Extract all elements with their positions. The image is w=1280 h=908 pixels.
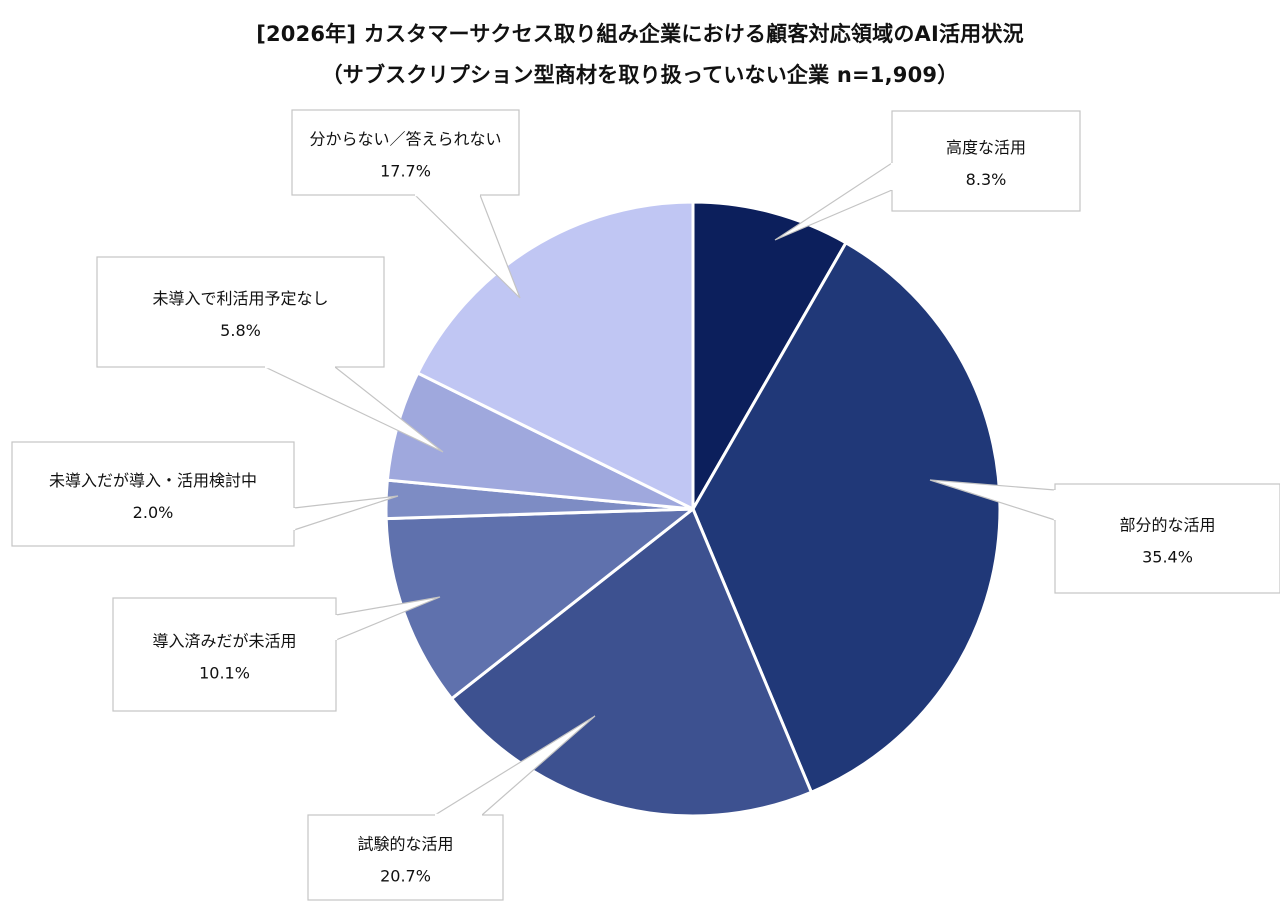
slice-label: 未導入で利活用予定なし — [152, 289, 328, 308]
pie-slices — [384, 200, 1002, 818]
pie-callout: 未導入で利活用予定なし 5.8% — [96, 256, 444, 453]
pie-callout: 分からない／答えられない 17.7% — [291, 109, 521, 299]
slice-label: 試験的な活用 — [357, 835, 453, 854]
slice-value-label: 20.7% — [380, 867, 431, 886]
slice-label: 高度な活用 — [946, 138, 1026, 157]
callout-box — [96, 256, 385, 368]
callout-box — [291, 109, 520, 196]
slice-label: 未導入だが導入・活用検討中 — [49, 471, 257, 490]
callout-box — [891, 110, 1081, 212]
callout-box — [112, 597, 337, 712]
slice-value-label: 35.4% — [1142, 548, 1193, 567]
pie-callout: 導入済みだが未活用 10.1% — [112, 596, 441, 712]
slice-value-label: 8.3% — [966, 170, 1007, 189]
callout-box — [307, 814, 504, 901]
slice-value-label: 17.7% — [380, 162, 431, 181]
pie-slice — [691, 241, 1002, 794]
slice-value-label: 5.8% — [220, 321, 261, 340]
pie-callout: 試験的な活用 20.7% — [307, 715, 596, 901]
pie-callout: 未導入だが導入・活用検討中 2.0% — [11, 441, 399, 547]
callout-pointer — [774, 161, 893, 241]
slice-label: 分からない／答えられない — [309, 130, 501, 149]
pie-callouts: 高度な活用 8.3% 部分的な活用 35.4% 試験的な活用 20.7% 導入済みだが未活用… — [11, 109, 1280, 901]
chart-subtitle: （サブスクリプション型商材を取り扱っていない企業 n=1,909） — [321, 63, 959, 87]
callout-pointer — [293, 495, 399, 531]
callout-box — [1054, 483, 1280, 594]
pie-callout: 高度な活用 8.3% — [774, 110, 1081, 241]
slice-value-label: 10.1% — [199, 664, 250, 683]
chart-title: [2026年] カスタマーサクセス取り組み企業における顧客対応領域のAI活用状況 — [256, 22, 1024, 46]
pie-callout: 部分的な活用 35.4% — [929, 479, 1280, 594]
slice-label: 部分的な活用 — [1119, 516, 1215, 535]
callout-pointer — [413, 194, 521, 299]
pie-slice — [384, 507, 695, 701]
pie-slice — [691, 200, 848, 511]
slice-label: 導入済みだが未活用 — [152, 632, 296, 651]
slice-value-label: 2.0% — [133, 503, 174, 522]
pie-slice — [416, 200, 695, 511]
pie-slice — [450, 507, 813, 818]
callout-box — [11, 441, 295, 547]
